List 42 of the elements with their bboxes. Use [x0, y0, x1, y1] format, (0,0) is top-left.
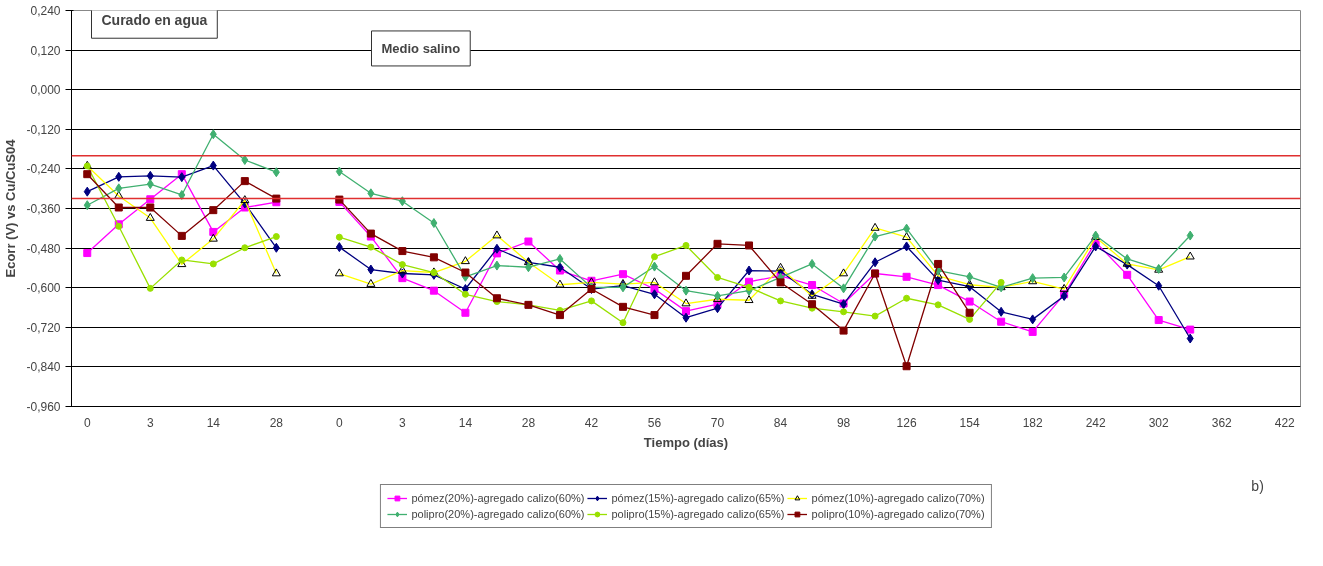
y-tick-label: -0,720 [26, 320, 61, 335]
x-tick-label: 56 [647, 415, 662, 430]
y-tick-label: 0,120 [30, 43, 61, 58]
x-tick-label: 0 [83, 415, 91, 430]
x-tick-label: 70 [710, 415, 725, 430]
x-tick-label: 14 [206, 415, 221, 430]
y-axis-title: Ecorr (V) vs Cu/CuS04 [3, 138, 19, 278]
x-tick-label: 98 [836, 415, 851, 430]
legend-label: polipro(15%)-agregado calizo(65%) [611, 507, 785, 521]
legend-label: pómez(20%)-agregado calizo(60%) [411, 491, 585, 505]
x-tick-label: 28 [521, 415, 536, 430]
y-tick-label: -0,960 [26, 400, 61, 414]
x-tick-label: 14 [458, 415, 473, 430]
x-tick-label: 242 [1085, 415, 1106, 430]
y-tick-label: -0,600 [26, 281, 61, 296]
x-tick-label: 422 [1274, 415, 1296, 430]
y-tick-label: -0,240 [26, 162, 61, 177]
x-tick-label: 182 [1022, 415, 1043, 430]
x-tick-label: 3 [399, 415, 407, 430]
legend-label: polipro(10%)-agregado calizo(70%) [811, 507, 985, 521]
x-tick-label: 126 [896, 415, 917, 430]
y-tick-label: 0,240 [30, 4, 61, 18]
y-tick-label: 0,000 [30, 83, 61, 98]
legend-label: pómez(15%)-agregado calizo(65%) [611, 491, 785, 505]
x-axis-title: Tiempo (días) [643, 434, 729, 450]
x-tick-label: 42 [584, 415, 599, 430]
annotation: Curado en agua [101, 12, 208, 29]
y-tick-label: -0,480 [26, 241, 61, 256]
x-tick-label: 154 [959, 415, 980, 430]
x-tick-label: 84 [773, 415, 788, 430]
legend-label: polipro(20%)-agregado calizo(60%) [411, 507, 585, 521]
x-tick-label: 3 [146, 415, 154, 430]
y-tick-label: -0,120 [26, 122, 61, 137]
annotation: Medio salino [381, 40, 461, 56]
x-tick-label: 0 [336, 415, 344, 430]
x-tick-label: 28 [269, 415, 284, 430]
legend-label: pómez(10%)-agregado calizo(70%) [811, 491, 985, 505]
text: b) [1251, 477, 1264, 494]
x-tick-label: 302 [1148, 415, 1170, 430]
y-tick-label: -0,360 [26, 202, 61, 216]
y-tick-label: -0,840 [26, 360, 61, 375]
x-tick-label: 362 [1211, 415, 1233, 430]
